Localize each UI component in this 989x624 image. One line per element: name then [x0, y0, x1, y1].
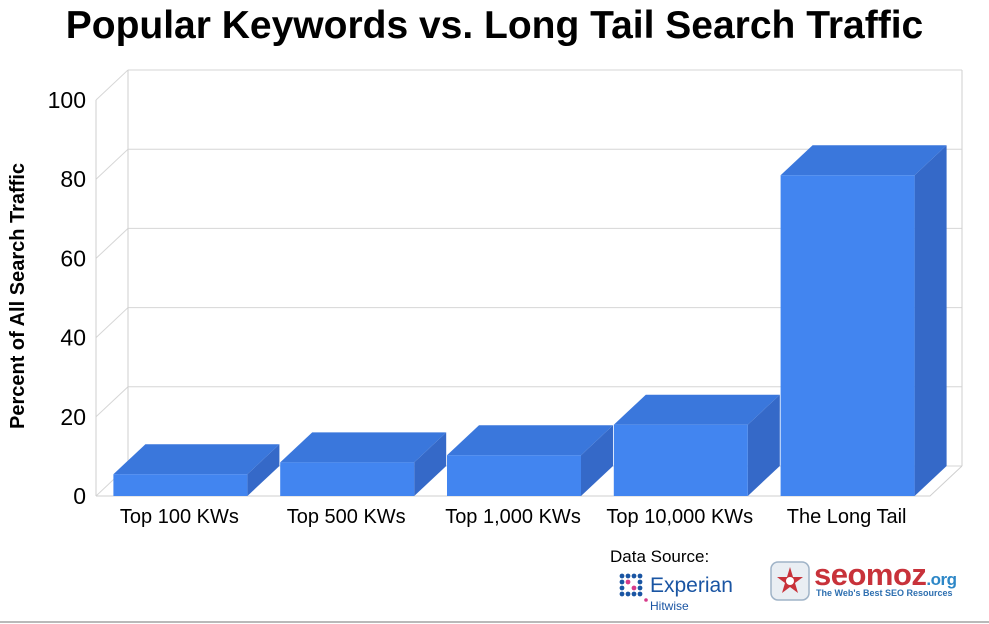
x-category-label: Top 1,000 KWs	[445, 506, 581, 528]
bar-side	[914, 145, 947, 497]
seomoz-tagline: The Web's Best SEO Resources	[816, 588, 953, 598]
y-tick-label: 80	[60, 166, 86, 192]
bar-5	[780, 145, 947, 497]
y-tick-labels: 0 20 40 60 80 100	[48, 87, 86, 509]
bar-3	[447, 425, 613, 496]
bar-2	[280, 432, 447, 496]
gridline-depth	[95, 69, 129, 101]
y-tick-label: 60	[60, 245, 86, 271]
bar-1	[113, 444, 280, 496]
bar-top	[113, 444, 280, 475]
x-category-label: Top 10,000 KWs	[606, 506, 753, 528]
bar-top	[280, 432, 447, 463]
y-tick-label: 100	[48, 87, 86, 113]
bar-front	[780, 175, 915, 497]
bar-top	[780, 145, 947, 176]
experian-subtitle: Hitwise	[650, 599, 689, 613]
bar-side	[747, 394, 780, 496]
bar-side	[247, 444, 280, 496]
gridline-depth	[95, 228, 129, 259]
x-category-label: Top 100 KWs	[120, 506, 239, 528]
data-source-label: Data Source:	[610, 547, 710, 566]
x-category-label: The Long Tail	[787, 506, 907, 528]
gridline-depth	[95, 148, 129, 180]
experian-name: Experian	[650, 574, 733, 597]
seomoz-tld: .org	[926, 570, 957, 589]
gridline-depth	[95, 307, 129, 338]
seomoz-brand: seomoz	[814, 557, 927, 592]
gridline-depth	[95, 386, 129, 418]
y-tick-label: 40	[60, 325, 86, 351]
seomoz-name: seomoz.org	[814, 557, 957, 593]
y-tick-label: 20	[60, 404, 86, 430]
bar-front	[280, 462, 415, 496]
bar-top	[447, 425, 613, 456]
seomoz-star-icon	[770, 561, 810, 601]
bar-side	[414, 432, 447, 496]
x-category-labels: Top 100 KWs Top 500 KWs Top 1,000 KWs Top 1…	[120, 506, 907, 528]
x-category-label: Top 500 KWs	[287, 506, 406, 528]
chart-bars	[113, 145, 947, 497]
bar-side	[581, 425, 613, 496]
bar-front	[447, 455, 581, 496]
bar-front	[113, 474, 248, 496]
experian-logo: Experian Hitwise	[618, 572, 733, 613]
y-axis-title: Percent of All Search Traffic	[7, 163, 29, 429]
bar-front	[613, 424, 748, 496]
seomoz-logo: seomoz.org The Web's Best SEO Resources	[770, 557, 957, 606]
bar-top	[613, 394, 780, 425]
chart-axes	[95, 70, 963, 497]
bar-4	[613, 394, 780, 496]
chart-title: Popular Keywords vs. Long Tail Search Tr…	[65, 4, 924, 47]
y-tick-label: 0	[73, 483, 86, 509]
bottom-divider	[0, 621, 989, 623]
experian-dots-icon	[619, 573, 648, 602]
